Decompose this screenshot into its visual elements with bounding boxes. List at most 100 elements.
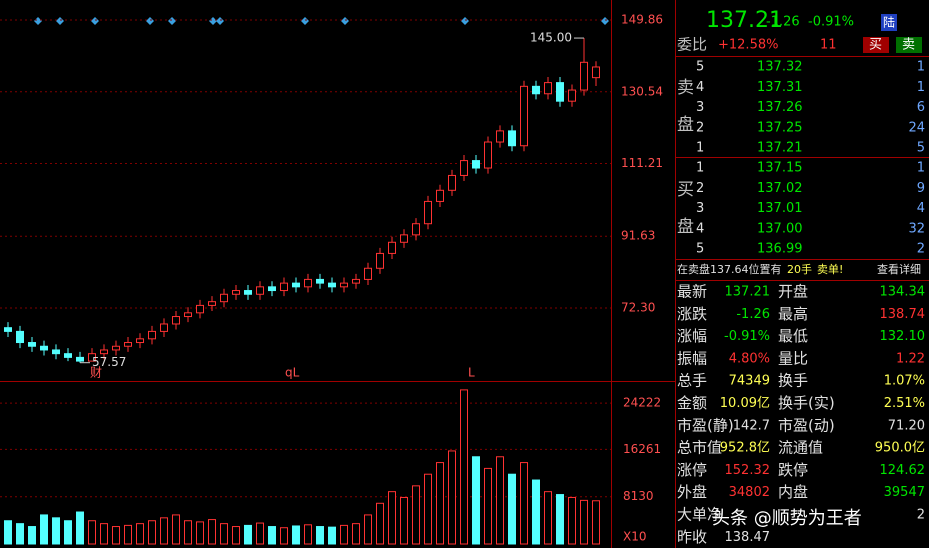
- book-volume: 1: [917, 60, 925, 75]
- stat-value: 134.34: [880, 285, 926, 300]
- ask-label: 卖: [677, 78, 694, 98]
- candle-body: [100, 349, 108, 355]
- event-marker: L: [468, 366, 475, 380]
- volume-bar: [280, 527, 288, 545]
- event-diamond: [216, 17, 224, 25]
- volume-bar: [244, 524, 252, 545]
- y-tick-label: 8130: [623, 489, 654, 503]
- volume-bar: [292, 525, 300, 545]
- volume-bar: [28, 526, 36, 545]
- stat-label: 涨幅: [677, 327, 707, 345]
- volume-bar: [460, 389, 468, 545]
- book-volume: 1: [917, 80, 925, 95]
- book-price: 137.02: [757, 181, 803, 196]
- stat-label: 市盈(动): [778, 416, 835, 434]
- candle-body: [412, 223, 420, 236]
- event-diamond: [461, 17, 469, 25]
- volume-bar: [412, 485, 420, 545]
- candle-body: [352, 278, 360, 284]
- volume-bar: [4, 520, 12, 545]
- bid-label: 买: [677, 180, 694, 200]
- volume-bar: [496, 456, 504, 545]
- book-level: 1: [696, 161, 704, 176]
- book-level: 3: [696, 201, 704, 216]
- candle-body: [220, 293, 228, 303]
- stat-value: 137.21: [725, 285, 771, 300]
- stat-value: 4.80%: [729, 351, 770, 366]
- low-label: 57.57: [92, 355, 126, 369]
- commission-ratio: +12.58%: [718, 38, 778, 53]
- candle-body: [508, 130, 516, 147]
- book-level: 2: [696, 181, 704, 196]
- book-price: 137.32: [757, 60, 803, 75]
- event-diamond: [168, 17, 176, 25]
- candle-body: [460, 160, 468, 176]
- event-diamond: [601, 17, 609, 25]
- volume-bar: [340, 524, 348, 545]
- candle-body: [424, 200, 432, 225]
- volume-bar: [112, 526, 120, 545]
- volume-bar: [256, 522, 264, 545]
- candle-body: [472, 160, 480, 169]
- commission-label: 委比: [677, 36, 707, 54]
- book-price: 137.21: [757, 141, 803, 156]
- stat-value: 1.07%: [884, 374, 925, 389]
- stat-value: 74349: [729, 374, 770, 389]
- detail-link[interactable]: 查看详细: [877, 262, 921, 276]
- candle-body: [400, 234, 408, 243]
- candle-body: [64, 353, 72, 358]
- candle-body: [496, 130, 504, 143]
- candle-body: [112, 345, 120, 351]
- y-tick-label: 72.30: [621, 301, 655, 315]
- notice-tail: 卖单!: [817, 263, 843, 276]
- stat-label: 量比: [778, 349, 808, 367]
- candle-body: [376, 252, 384, 269]
- candle-body: [436, 189, 444, 202]
- book-level: 1: [696, 141, 704, 156]
- volume-bar: [220, 523, 228, 545]
- stat-label: 外盘: [677, 483, 707, 501]
- book-price: 137.25: [757, 120, 803, 135]
- high-label: 145.00: [530, 31, 572, 45]
- sell-button-text[interactable]: 卖: [902, 38, 915, 53]
- stat-value: 2: [917, 508, 925, 523]
- stat-value: 10.09亿: [720, 396, 770, 411]
- buy-button[interactable]: [863, 37, 889, 53]
- candle-body: [532, 85, 540, 95]
- stat-label: 总手: [677, 372, 707, 390]
- stat-value: 952.8亿: [720, 441, 770, 456]
- event-diamond: [56, 17, 64, 25]
- sell-button[interactable]: [896, 37, 922, 53]
- book-price: 136.99: [757, 242, 803, 257]
- buy-button-text[interactable]: 买: [869, 38, 882, 53]
- stat-label: 最高: [778, 305, 808, 323]
- event-marker: qL: [285, 366, 300, 380]
- y-tick-label: 24222: [623, 396, 661, 410]
- book-volume: 4: [917, 201, 925, 216]
- volume-bar: [568, 496, 576, 545]
- stat-value: 152.32: [725, 463, 771, 478]
- stat-value: 138.74: [880, 307, 926, 322]
- y-tick-label: 149.86: [621, 13, 663, 27]
- stat-label: 涨跌: [677, 305, 707, 323]
- right-panel: 137.21 -1.26 -0.91% 陆 委比 +12.58% 11 买 卖 …: [676, 8, 929, 281]
- stat-value: 132.10: [880, 329, 926, 344]
- candle-body: [328, 282, 336, 288]
- event-diamond: [341, 17, 349, 25]
- commission-diff: 11: [820, 38, 837, 53]
- stat-label: 开盘: [778, 283, 808, 301]
- book-level: 4: [696, 80, 704, 95]
- candle-body: [124, 342, 132, 347]
- volume-bar: [424, 473, 432, 545]
- volume-bar: [100, 523, 108, 545]
- book-price: 137.15: [757, 161, 803, 176]
- candle-body: [184, 312, 192, 318]
- change: -1.26: [766, 15, 800, 30]
- volume-bar: [544, 491, 552, 545]
- last-price: 137.21: [706, 8, 783, 33]
- stat-label: 振幅: [677, 349, 707, 367]
- event-diamond: [301, 17, 309, 25]
- event-diamond: [146, 17, 154, 25]
- candle-body: [208, 301, 216, 306]
- stat-value: 34802: [729, 485, 770, 500]
